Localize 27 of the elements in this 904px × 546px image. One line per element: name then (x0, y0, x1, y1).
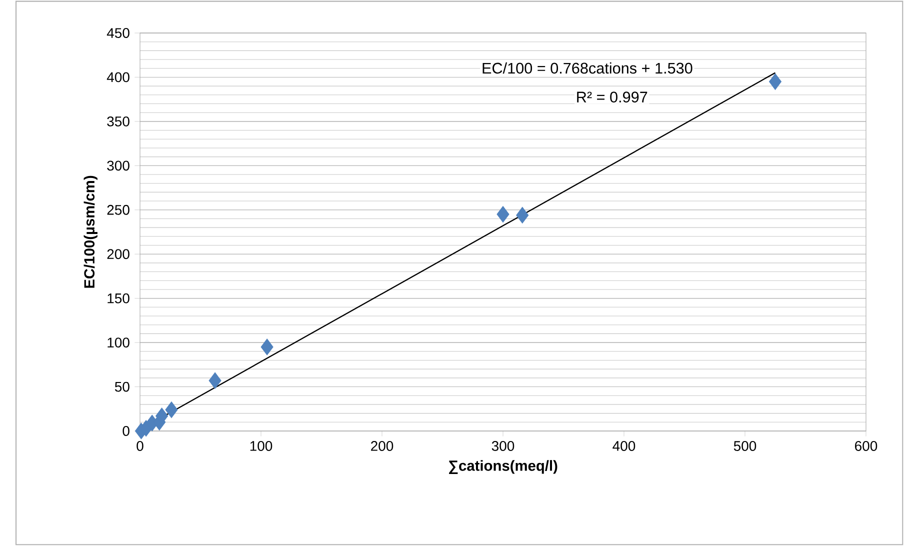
x-tick-label: 500 (734, 441, 756, 451)
annotation: EC/100 = 0.768cations + 1.530 (482, 62, 692, 74)
y-tick-label: 50 (114, 382, 130, 392)
y-tick-label: 200 (107, 249, 130, 260)
x-tick-label: 600 (855, 441, 878, 451)
y-tick-label: 0 (122, 426, 130, 436)
point (165, 401, 178, 418)
x-tick-label: 300 (492, 441, 514, 451)
y-tick-label: 100 (108, 338, 130, 348)
point (208, 372, 222, 389)
y-tick-label: 400 (106, 72, 130, 82)
annotation: R² = 0.997 (577, 92, 648, 102)
y-tick-label: 300 (107, 160, 130, 171)
x-tick-label: 200 (371, 441, 394, 451)
y-tick-label: 350 (107, 116, 130, 126)
y-tick-label: 250 (107, 204, 130, 215)
y-axis-title: EC/100(µsm/cm) (84, 176, 98, 288)
x-tick-label: 100 (250, 441, 272, 451)
y-tick-label: 450 (106, 28, 130, 38)
x-axis-title: ∑cations(meq/l) (449, 460, 558, 474)
x-tick-label: 0 (136, 441, 144, 451)
point (496, 206, 510, 223)
x-tick-label: 400 (612, 441, 636, 451)
point (260, 338, 274, 356)
point (516, 206, 529, 224)
point (768, 73, 782, 90)
y-tick-label: 150 (108, 293, 130, 304)
